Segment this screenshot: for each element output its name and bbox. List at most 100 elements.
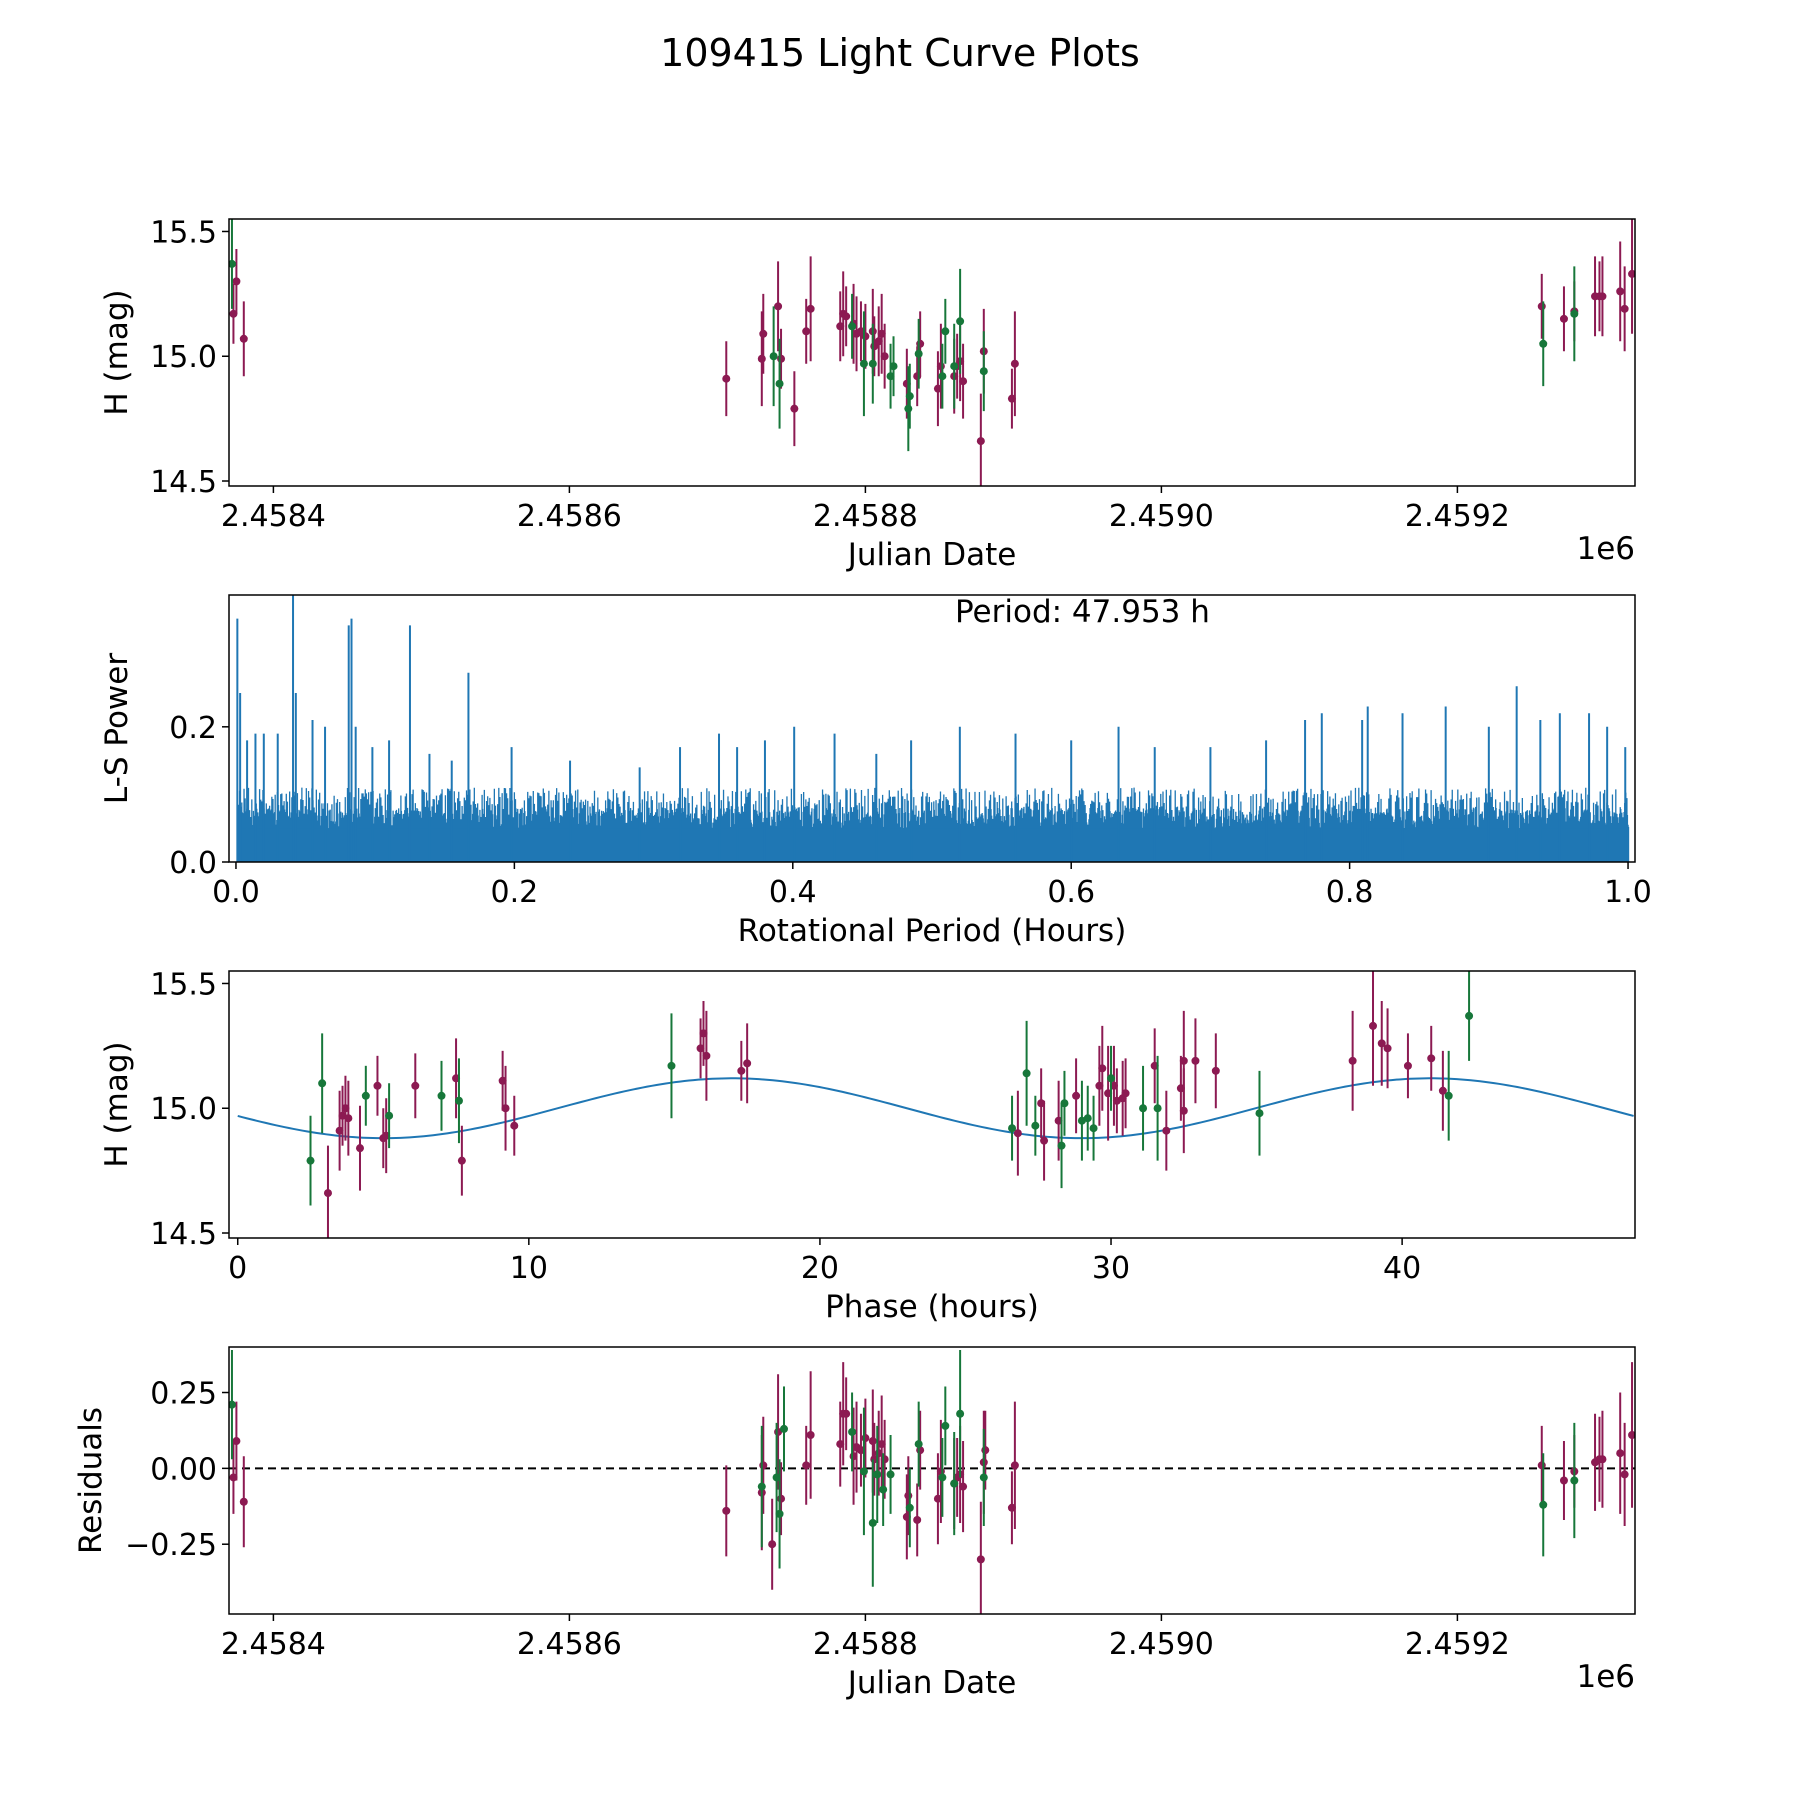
data-point-r: [737, 1066, 746, 1075]
y-tick-label: 14.5: [150, 465, 217, 500]
data-point-r: [936, 362, 945, 371]
data-point-r: [759, 1461, 768, 1470]
x-axis-label: Julian Date: [846, 1665, 1017, 1701]
data-point-r: [777, 354, 786, 363]
data-point-r: [239, 1497, 248, 1506]
data-point-r: [806, 1430, 815, 1439]
data-point-r: [1620, 1470, 1629, 1479]
x-tick-label: 0.6: [1047, 875, 1095, 910]
data-point-r: [868, 1437, 877, 1446]
y-tick-label: 0.0: [169, 846, 217, 881]
data-point-r: [232, 1437, 241, 1446]
data-point-r: [1179, 1056, 1188, 1065]
data-point-r: [1072, 1091, 1081, 1100]
data-point-r: [880, 352, 889, 361]
panel-3: 0 10 20 30 40 14.5 15.0 15.5 Phase (hours) H (mag…: [99, 967, 1636, 1325]
data-point-g: [914, 349, 923, 358]
data-point-r: [1121, 1089, 1130, 1098]
data-point-r: [790, 404, 799, 413]
data-point-r: [1438, 1086, 1447, 1095]
data-point-g: [318, 1079, 327, 1088]
data-point-g: [938, 1473, 947, 1482]
x-tick-label: 40: [1383, 1251, 1421, 1286]
data-point-g: [1539, 339, 1548, 348]
data-point-r: [981, 1446, 990, 1455]
x-tick-label: 0.0: [212, 875, 260, 910]
axes-frame-3: [228, 970, 1636, 1239]
data-point-r: [1098, 1064, 1107, 1073]
data-point-r: [722, 1506, 731, 1515]
data-point-g: [1570, 309, 1579, 318]
x-tick-label: 2.4586: [517, 1627, 622, 1662]
data-point-g: [1107, 1074, 1116, 1083]
axes-frame-2: [228, 594, 1636, 863]
data-point-g: [229, 259, 236, 268]
data-point-r: [373, 1081, 382, 1090]
data-point-r: [510, 1121, 519, 1130]
fit-curve: [237, 1077, 1634, 1140]
data-point-g: [1153, 1104, 1162, 1113]
data-point-r: [1383, 1044, 1392, 1053]
x-tick-label: 20: [801, 1251, 839, 1286]
data-point-g: [956, 1409, 965, 1418]
x-axis-label: Rotational Period (Hours): [738, 913, 1127, 949]
data-point-g: [1465, 1011, 1474, 1020]
data-point-r: [702, 1051, 711, 1060]
data-point-g: [361, 1091, 370, 1100]
y-axis-label: L-S Power: [99, 653, 135, 804]
data-point-r: [722, 374, 731, 383]
data-point-r: [806, 304, 815, 313]
data-point-r: [1013, 1129, 1022, 1138]
data-point-r: [842, 1409, 851, 1418]
data-point-r: [913, 1515, 922, 1524]
panel-2: 0.0 0.2 0.4 0.6 0.8 1.0 0.0 0.2 Rotational Perio…: [99, 594, 1652, 949]
data-point-r: [1162, 1126, 1171, 1135]
data-point-r: [1211, 1066, 1220, 1075]
data-point-r: [1628, 269, 1635, 278]
periodogram-fill: [237, 828, 1629, 862]
data-point-r: [802, 1461, 811, 1470]
data-point-r: [1537, 302, 1546, 311]
data-point-g: [775, 379, 784, 388]
data-point-g: [950, 362, 959, 371]
data-point-g: [879, 1485, 888, 1494]
data-point-r: [1427, 1054, 1436, 1063]
x-tick-label: 10: [510, 1251, 548, 1286]
data-point-g: [1008, 1124, 1017, 1133]
data-point-g: [914, 1440, 923, 1449]
data-point-r: [1191, 1056, 1200, 1065]
data-point-g: [769, 352, 778, 361]
y-tick-label: 0.2: [169, 711, 217, 746]
axes-frame-4: [228, 1346, 1636, 1615]
data-point-r: [501, 1104, 510, 1113]
data-point-r: [1179, 1106, 1188, 1115]
data-point-g: [229, 1400, 236, 1409]
data-point-g: [941, 327, 950, 336]
data-point-g: [667, 1061, 676, 1070]
data-point-g: [889, 362, 898, 371]
data-point-r: [861, 1434, 870, 1443]
data-point-r: [323, 1189, 332, 1198]
x-tick-label: 2.4586: [517, 499, 622, 534]
data-point-r: [1377, 1039, 1386, 1048]
data-point-g: [905, 392, 914, 401]
data-point-r: [344, 1114, 353, 1123]
y-tick-label: 14.5: [150, 1217, 217, 1252]
data-point-r: [457, 1156, 466, 1165]
data-point-r: [777, 1494, 786, 1503]
x-tick-label: 2.4584: [221, 1627, 326, 1662]
data-point-g: [1570, 1476, 1579, 1485]
y-tick-label: 15.0: [150, 340, 217, 375]
data-point-r: [959, 1482, 968, 1491]
data-point-g: [1057, 1141, 1066, 1150]
data-point-g: [454, 1096, 463, 1105]
data-point-g: [905, 1503, 914, 1512]
data-point-g: [1031, 1121, 1040, 1130]
data-point-g: [1060, 1099, 1069, 1108]
data-point-g: [1539, 1500, 1548, 1509]
y-axis-label: Residuals: [73, 1407, 109, 1554]
data-point-r: [411, 1081, 420, 1090]
data-point-r: [1616, 1449, 1625, 1458]
data-point-g: [385, 1111, 394, 1120]
